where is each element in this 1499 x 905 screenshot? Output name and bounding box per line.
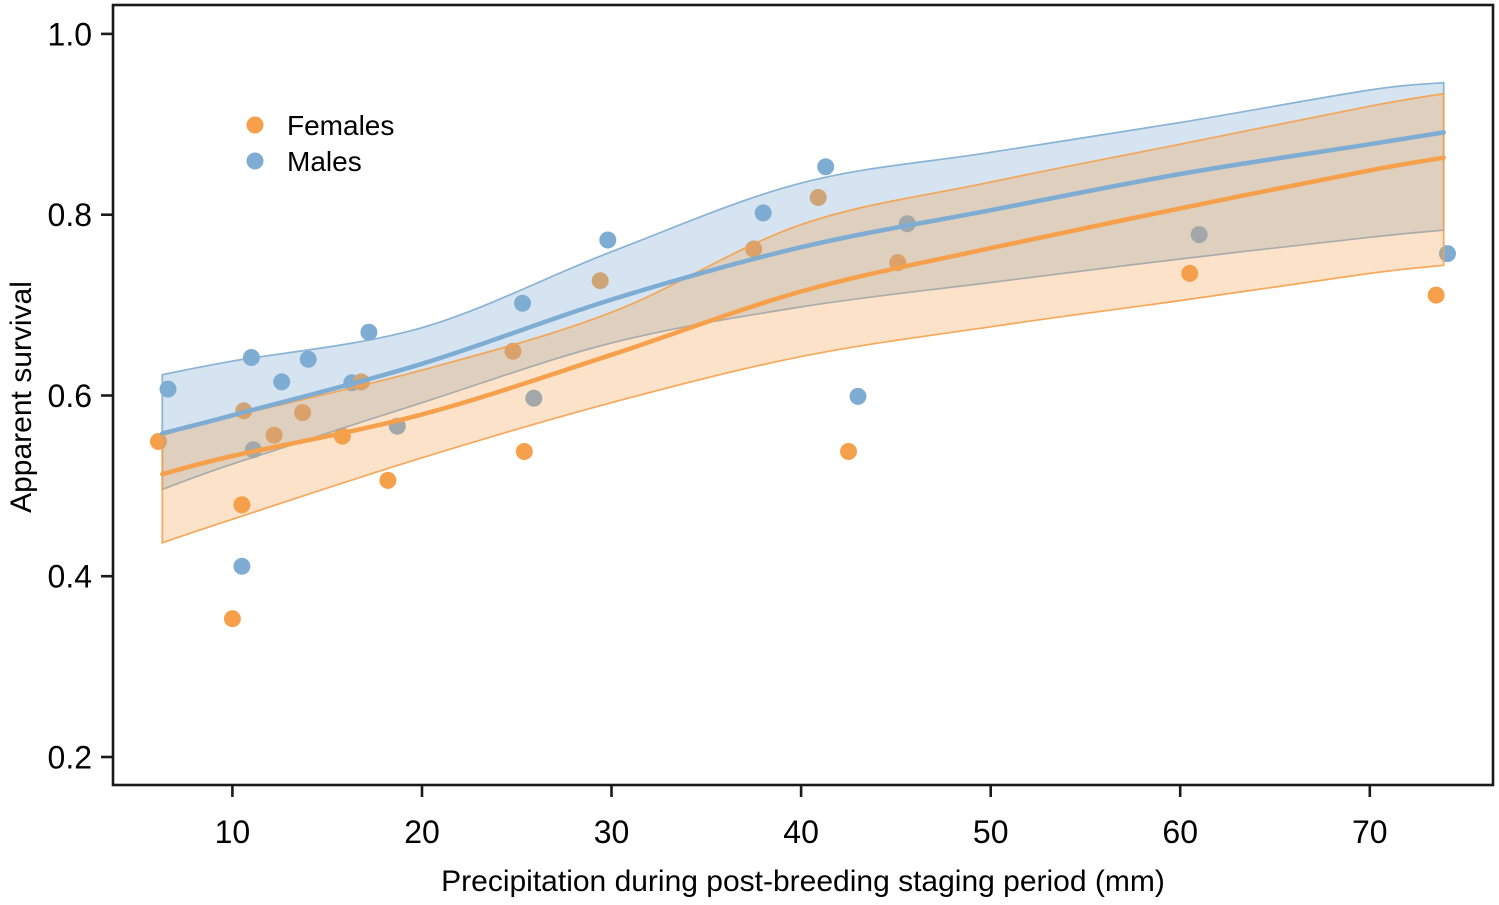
- females-data-point: [840, 443, 857, 460]
- x-axis-tick-label: 70: [1352, 814, 1388, 850]
- males-fit-line: [160, 130, 1446, 436]
- males-data-point: [514, 294, 531, 312]
- females-data-point: [379, 471, 397, 489]
- x-axis-tick-label: 60: [1162, 814, 1198, 850]
- males-data-point: [754, 204, 772, 222]
- x-axis-title: Precipitation during post-breeding stagi…: [441, 865, 1165, 898]
- males-data-point: [525, 389, 543, 407]
- females-data-point: [745, 240, 763, 258]
- x-axis-tick-label: 30: [594, 814, 630, 850]
- legend-label-females: Females: [287, 110, 394, 141]
- legend-marker-males-icon: [246, 152, 264, 170]
- males-data-point: [360, 323, 378, 341]
- legend-label-males: Males: [287, 146, 362, 177]
- x-axis-tick-label: 50: [973, 814, 1009, 850]
- x-axis-tick-label: 10: [215, 814, 251, 850]
- females-data-point: [294, 404, 312, 422]
- males-data-point: [849, 387, 867, 405]
- axes: 10 20 30 40 50 60 70 0.2 0.4 0.6 0.8 1.0: [48, 3, 1495, 850]
- y-axis-tick-label: 0.8: [48, 197, 92, 233]
- y-axis-tick-label: 0.4: [48, 559, 92, 595]
- males-data-point: [299, 350, 317, 368]
- males-data-point: [817, 158, 835, 176]
- females-data-point: [1427, 286, 1445, 304]
- males-data-point: [159, 380, 177, 398]
- males-data-point: [233, 557, 251, 575]
- males-data-point: [273, 373, 291, 391]
- females-data-point: [265, 426, 283, 444]
- y-axis-title: Apparent survival: [5, 281, 38, 513]
- males-data-point: [599, 231, 617, 249]
- legend-marker-females-icon: [246, 116, 264, 134]
- x-axis-tick-label: 20: [404, 814, 440, 850]
- females-data-point: [223, 610, 241, 628]
- males-data-point: [1190, 226, 1208, 244]
- y-axis-tick-label: 0.6: [48, 378, 92, 414]
- y-axis-tick-label: 1.0: [48, 16, 92, 52]
- y-axis-tick-label: 0.2: [48, 740, 92, 776]
- females-data-point: [591, 272, 609, 290]
- females-data-point: [233, 496, 251, 514]
- females-confidence-band: [161, 92, 1445, 544]
- females-fit-line: [160, 155, 1446, 477]
- x-axis-tick-label: 40: [783, 814, 819, 850]
- legend: Females Males: [246, 110, 394, 177]
- females-data-point: [809, 189, 827, 206]
- females-data-point: [515, 443, 533, 460]
- females-data-point: [1181, 264, 1199, 282]
- chart-layers: [150, 81, 1456, 628]
